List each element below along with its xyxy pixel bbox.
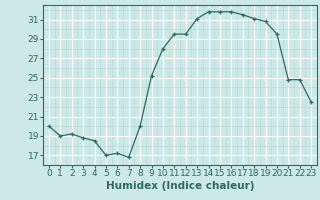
X-axis label: Humidex (Indice chaleur): Humidex (Indice chaleur) [106, 181, 254, 191]
